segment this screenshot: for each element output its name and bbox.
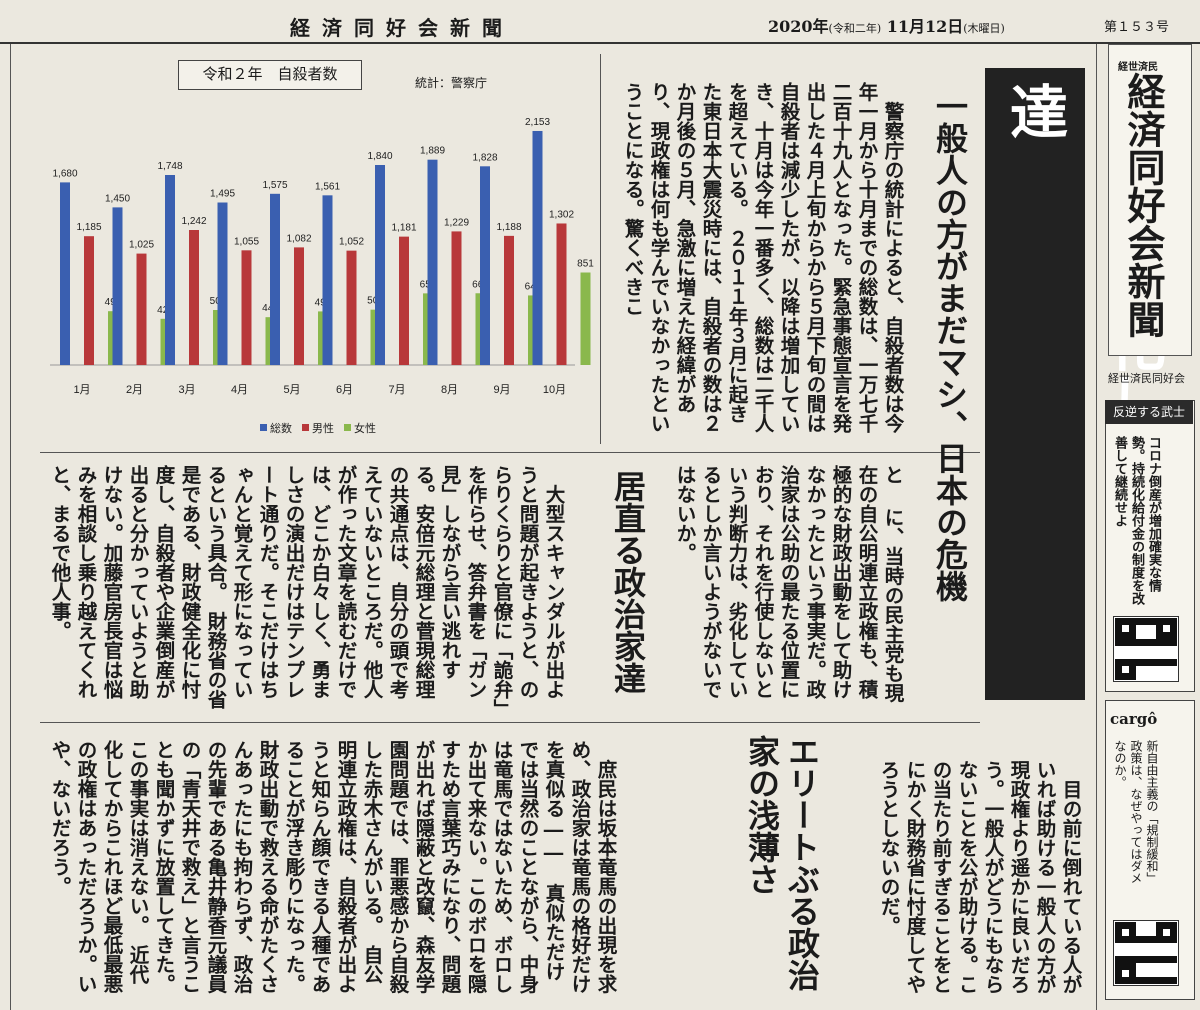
data-label: 1,828: [472, 152, 497, 163]
data-label: 1,181: [391, 223, 416, 234]
bar-男性-1月: [84, 236, 94, 365]
legend-label: 男性: [312, 421, 334, 435]
bar-総数-9月: [480, 166, 490, 365]
data-label: 1,748: [157, 161, 182, 172]
x-tick-label: 5月: [283, 384, 300, 396]
article-col5: 庶民は坂本竜馬の出現を求め、政治家は竜馬の格好だけを真似る―― 真似ただけでは当…: [48, 740, 617, 994]
data-label: 1,185: [76, 222, 101, 233]
issue-number: 第１５３号: [1104, 20, 1170, 35]
bar-男性-3月: [189, 230, 199, 365]
bar-総数-2月: [112, 207, 123, 365]
issue-date: 2020年(令和二年) 11月12日(木曜日): [768, 13, 1005, 37]
data-label: 1,082: [286, 233, 311, 244]
date-year: 2020年: [768, 17, 829, 36]
bar-総数-3月: [165, 175, 175, 365]
x-tick-label: 6月: [336, 384, 353, 396]
x-tick-label: 4月: [231, 384, 248, 396]
qr-code-icon[interactable]: [1113, 616, 1179, 682]
bar-男性-4月: [241, 250, 252, 365]
data-label: 1,575: [262, 180, 287, 191]
x-tick-label: 10月: [543, 384, 566, 396]
date-weekday: (木曜日): [963, 22, 1005, 35]
chart-title: 令和２年 自殺者数: [178, 60, 362, 90]
organization-name: 経世済民同好会: [1108, 373, 1185, 385]
x-tick-label: 3月: [178, 384, 195, 396]
ad-box-2-text: 新自由主義の「規制緩和」政策は、なぜやってはダメなのか。: [1113, 740, 1159, 884]
ad-box-2-title: cargô: [1110, 710, 1158, 728]
data-label: 1,242: [181, 216, 206, 227]
date-era: (令和二年): [828, 22, 882, 35]
data-label: 1,889: [420, 146, 445, 157]
bar-総数-7月: [375, 165, 385, 365]
data-label: 2,153: [525, 117, 550, 128]
logo-tagline: 経世済民: [1118, 62, 1158, 73]
row-divider-1: [40, 452, 980, 453]
bar-男性-2月: [136, 253, 147, 365]
bar-男性-6月: [346, 250, 357, 365]
sidebar-divider: [1096, 44, 1097, 1010]
bar-総数-6月: [322, 195, 333, 365]
x-tick-label: 8月: [441, 384, 458, 396]
date-day: 11月12日: [881, 17, 964, 36]
bar-総数-4月: [217, 202, 228, 365]
subheadline-main: 一般人の方がまだマシ、日本の危機: [931, 90, 969, 602]
x-tick-label: 9月: [493, 384, 510, 396]
bar-男性-10月: [556, 223, 567, 365]
x-tick-label: 7月: [388, 384, 405, 396]
subheadline-second: 居直る政治家達: [609, 470, 647, 694]
x-tick-label: 1月: [73, 384, 90, 396]
data-label: 1,302: [549, 209, 574, 220]
chart-source: 統計：警察庁: [415, 76, 488, 90]
bar-総数-10月: [532, 130, 543, 365]
bar-女性-10月: [580, 272, 591, 365]
article-col2: と に、当時の民主党も現在の自公明連立政権も、積極的な財政出動をして助けなかった…: [673, 465, 904, 703]
chart-divider: [600, 54, 601, 444]
data-label: 1,561: [315, 181, 340, 192]
masthead: [0, 0, 1200, 44]
newspaper-title: 経済同好会新聞: [290, 16, 514, 40]
data-label: 1,052: [339, 237, 364, 248]
article-col3: 目の前に倒れている人がいれば助ける一般人の方が現政権より遥かに良いだろう。一般人…: [877, 760, 1082, 994]
bar-総数-8月: [427, 159, 438, 365]
data-label: 1,055: [234, 236, 259, 247]
ad-box-1-text: コロナ倒産が増加確実な情勢。持続化給付金の制度を改善して継続せよ: [1113, 436, 1162, 605]
bar-総数-1月: [60, 182, 70, 365]
data-label: 1,025: [129, 240, 154, 251]
bar-男性-5月: [294, 247, 304, 365]
logo-name: 経済同好会新聞: [1121, 72, 1166, 338]
legend-swatch: [260, 424, 267, 431]
bar-男性-7月: [399, 236, 409, 365]
data-label: 1,450: [105, 193, 130, 204]
bar-総数-5月: [270, 193, 280, 365]
row-divider-2: [40, 722, 980, 723]
legend-swatch: [302, 424, 309, 431]
data-label: 851: [577, 259, 594, 270]
sidebar-logo-box: [1108, 44, 1192, 356]
legend-label: 女性: [354, 421, 376, 435]
suicide-bar-chart: 1,6801,1854951月1,4501,0254252月1,7481,242…: [50, 117, 594, 435]
data-label: 1,188: [496, 222, 521, 233]
bar-男性-8月: [451, 231, 462, 365]
main-headline-box: かくも劣化した政治家達: [985, 68, 1166, 700]
article-lede: 警察庁の統計によると、自殺者数は今年一月から十月までの総数は、一万七千二百十九人…: [621, 82, 904, 433]
ad-box-1-title: 反逆する武士: [1105, 400, 1193, 424]
x-tick-label: 2月: [126, 384, 143, 396]
data-label: 1,840: [367, 151, 392, 162]
legend-swatch: [344, 424, 351, 431]
subheadline-third: エリートぶる政治家の浅薄さ: [743, 735, 821, 991]
bar-男性-9月: [504, 235, 514, 365]
left-border: [10, 44, 11, 1010]
data-label: 1,680: [52, 168, 77, 179]
qr-code-icon[interactable]: [1113, 920, 1179, 986]
data-label: 1,229: [444, 217, 469, 228]
legend-label: 総数: [270, 421, 292, 435]
data-label: 1,495: [210, 189, 235, 200]
article-col4: 大型スキャンダルが出ようと問題が起きようと、のらりくらりと官僚に「詭弁」を作らせ…: [48, 465, 565, 709]
